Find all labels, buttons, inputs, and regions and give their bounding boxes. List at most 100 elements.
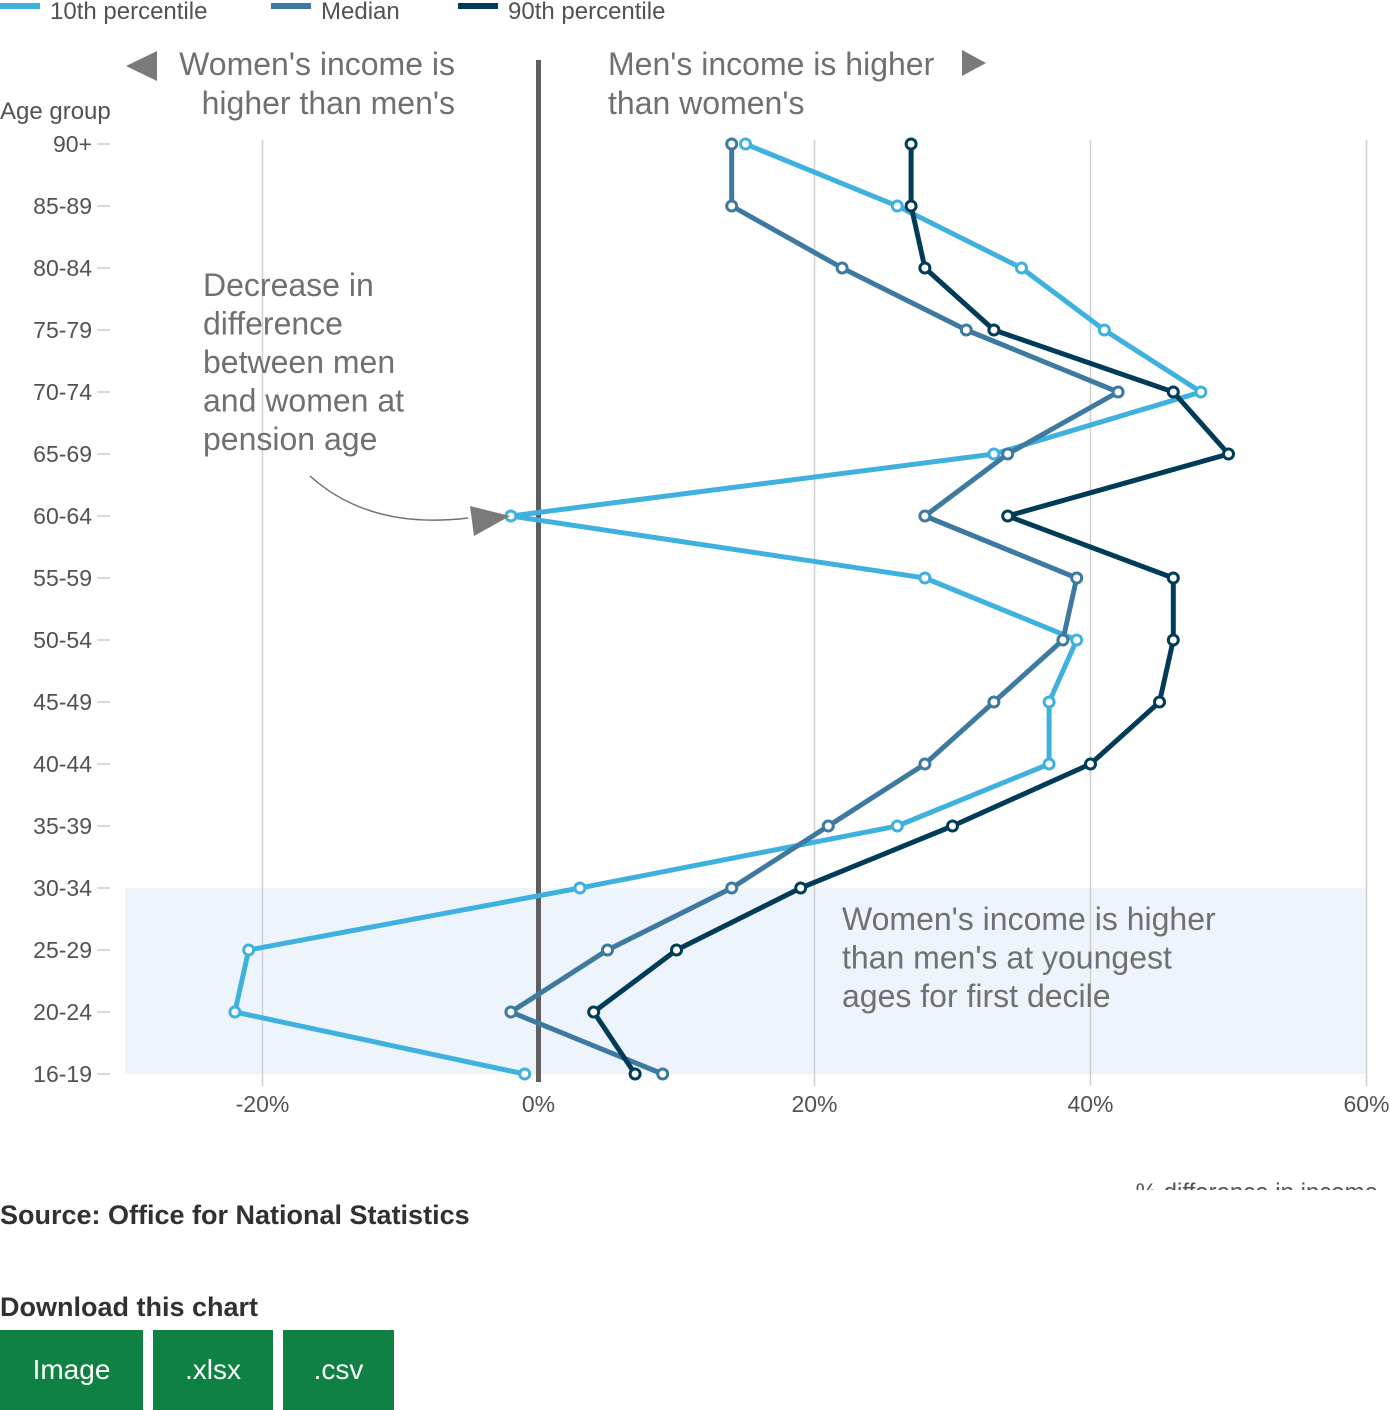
data-point	[656, 1067, 670, 1081]
data-point	[1166, 571, 1180, 585]
data-point	[890, 199, 904, 213]
legend: 10th percentile Median 90th percentile	[0, 0, 665, 25]
data-point	[918, 509, 932, 523]
y-axis: 16-19 20-24 25-29 30-34 35-39 40-44 45-49 50-54…	[33, 131, 110, 1087]
annotation-pension-age: Decrease in difference between men and wome…	[203, 267, 404, 457]
y-tick-label: 80-84	[33, 255, 92, 281]
legend-label: Median	[321, 0, 400, 25]
data-point	[1042, 695, 1056, 709]
x-tick-label: 0%	[522, 1091, 555, 1117]
y-tick-label: 40-44	[33, 751, 92, 777]
data-point	[1084, 757, 1097, 771]
chart-area: 16-19 20-24 25-29 30-34 35-39 40-44 45-49 50-54…	[0, 0, 1390, 1190]
annotation-men-higher: Men's income is higher than women's	[608, 46, 935, 121]
data-point	[228, 1005, 242, 1019]
series-2	[587, 137, 1235, 1081]
download-csv-button[interactable]: .csv	[283, 1330, 394, 1410]
annotation-women-higher: Women's income is higher than men's	[179, 46, 455, 121]
data-point	[1015, 261, 1028, 275]
data-point	[904, 137, 918, 151]
data-point	[573, 881, 587, 895]
data-point	[601, 943, 614, 957]
y-tick-label: 85-89	[33, 193, 92, 219]
y-tick-label: 55-59	[33, 565, 92, 591]
data-point	[725, 199, 739, 213]
left-arrow-icon	[126, 51, 157, 81]
data-point	[1166, 385, 1180, 399]
y-tick-label: 65-69	[33, 441, 92, 467]
data-point	[628, 1067, 642, 1081]
y-tick-label: 70-74	[33, 379, 92, 405]
data-point	[670, 943, 683, 957]
data-point	[1222, 447, 1235, 461]
x-axis: -20% 0% 20% 40% 60%	[236, 1091, 1390, 1117]
download-title: Download this chart	[0, 1292, 259, 1322]
data-point	[1001, 447, 1015, 461]
y-tick-label: 50-54	[33, 627, 92, 653]
grid-layer	[261, 140, 1368, 1086]
data-point	[1001, 509, 1015, 523]
data-point	[987, 695, 1001, 709]
data-point	[987, 323, 1001, 337]
data-point	[725, 881, 739, 895]
data-point	[918, 757, 932, 771]
data-point	[918, 261, 932, 275]
data-point	[1166, 633, 1180, 647]
data-point	[1042, 757, 1056, 771]
series-1	[504, 137, 1125, 1081]
series-line	[591, 141, 1231, 1077]
series-0	[228, 137, 1208, 1081]
x-tick-label: 40%	[1067, 1091, 1113, 1117]
x-axis-title: % difference in income	[1136, 1179, 1378, 1190]
data-point	[1153, 695, 1166, 709]
y-tick-label: 90+	[53, 131, 92, 157]
data-point	[890, 819, 904, 833]
data-point	[725, 137, 739, 151]
y-tick-label: 25-29	[33, 937, 92, 963]
annotation-youngest-ages: Women's income is higher than men's at yo…	[842, 901, 1216, 1014]
x-tick-label: 60%	[1343, 1091, 1389, 1117]
series-line	[508, 141, 1121, 1077]
data-point	[794, 881, 808, 895]
data-point	[1056, 633, 1070, 647]
data-point	[1194, 385, 1208, 399]
data-point	[918, 571, 932, 585]
data-point	[504, 1005, 518, 1019]
y-tick-label: 75-79	[33, 317, 92, 343]
data-point	[904, 199, 918, 213]
y-axis-title: Age group	[0, 98, 111, 125]
series-line	[232, 141, 1204, 1077]
download-xlsx-button[interactable]: .xlsx	[153, 1330, 273, 1410]
y-tick-label: 60-64	[33, 503, 92, 529]
x-tick-label: -20%	[236, 1091, 290, 1117]
data-point	[1070, 571, 1084, 585]
x-tick-label: 20%	[791, 1091, 837, 1117]
y-tick-label: 16-19	[33, 1061, 92, 1087]
data-point	[946, 819, 959, 833]
y-tick-label: 45-49	[33, 689, 92, 715]
data-point	[587, 1005, 601, 1019]
highlight-band	[125, 888, 1367, 1074]
data-point	[1097, 323, 1111, 337]
data-point	[987, 447, 1001, 461]
download-image-button[interactable]: Image	[0, 1330, 143, 1410]
source-note: Source: Office for National Statistics	[0, 1200, 470, 1230]
data-point	[821, 819, 835, 833]
y-tick-label: 20-24	[33, 999, 92, 1025]
right-arrow-icon	[962, 50, 986, 76]
data-point	[1111, 385, 1125, 399]
data-point	[959, 323, 973, 337]
series-layer	[228, 137, 1235, 1081]
pension-arrow-head-icon	[470, 506, 510, 536]
data-point	[739, 137, 752, 151]
legend-label: 90th percentile	[508, 0, 665, 25]
y-tick-label: 35-39	[33, 813, 92, 839]
pension-arrow-line	[309, 475, 469, 521]
highlight-band-layer	[125, 888, 1367, 1074]
data-point	[242, 943, 256, 957]
y-tick-label: 30-34	[33, 875, 92, 901]
data-point	[835, 261, 849, 275]
legend-label: 10th percentile	[50, 0, 207, 25]
data-point	[1070, 633, 1084, 647]
data-point	[518, 1067, 532, 1081]
